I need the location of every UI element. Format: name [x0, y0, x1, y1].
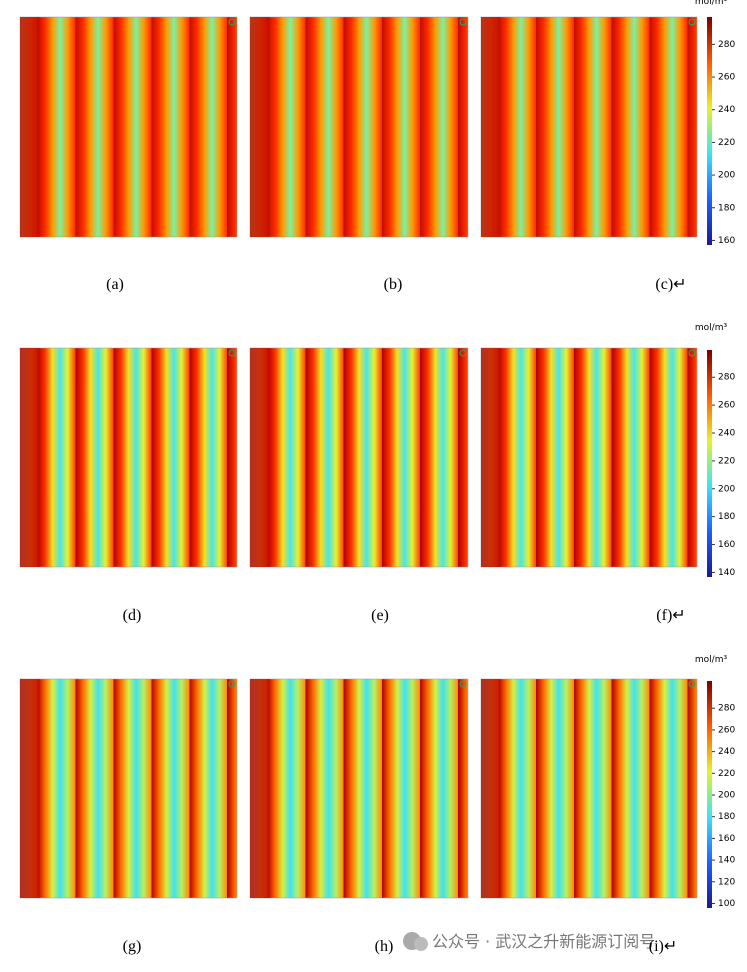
- colorbar-tick-label: 220: [718, 769, 735, 779]
- colorbar-tick-label: 280: [718, 704, 735, 714]
- colorbar-tick-label: 140: [718, 856, 735, 866]
- inlet-band: [250, 17, 270, 237]
- colorbar-tick-label: 160: [718, 236, 735, 246]
- colorbar-tick-label: 260: [718, 401, 735, 411]
- colorbar-tick-label: 240: [718, 747, 735, 757]
- marker: [228, 680, 236, 688]
- inlet-band: [250, 348, 270, 567]
- panel-label: (f)↵: [656, 607, 685, 624]
- marker: [459, 680, 467, 688]
- marker: [688, 680, 696, 688]
- panel-label: (i)↵: [649, 938, 678, 955]
- heatmap: [19, 678, 238, 899]
- watermark-icon: [403, 932, 428, 951]
- colorbar-tick-label: 240: [718, 105, 735, 115]
- marker: [459, 18, 467, 26]
- heatmap: [249, 678, 469, 899]
- colorbar-tick-label: 220: [718, 138, 735, 148]
- heatmap: [249, 16, 469, 238]
- heatmap: [19, 347, 238, 568]
- inlet-band: [250, 679, 270, 898]
- colorbar: [707, 681, 712, 908]
- colorbar-tick-label: 120: [718, 877, 735, 887]
- inlet-band: [481, 679, 501, 898]
- marker: [228, 18, 236, 26]
- colorbar-tick-label: 260: [718, 725, 735, 735]
- inlet-band: [481, 348, 501, 567]
- heatmap: [249, 347, 469, 568]
- panel-label: (g): [123, 938, 142, 955]
- colorbar-tick-label: 160: [718, 540, 735, 550]
- inlet-band: [20, 17, 40, 237]
- marker: [228, 349, 236, 357]
- inlet-band: [20, 679, 40, 898]
- colorbar-tick-label: 280: [718, 40, 735, 50]
- colorbar: [707, 17, 712, 245]
- colorbar-tick-label: 260: [718, 73, 735, 83]
- watermark: 公众号 · 武汉之升新能源订阅号: [432, 932, 655, 951]
- colorbar-tick-label: 180: [718, 203, 735, 213]
- colorbar-unit: mol/m³: [695, 323, 728, 333]
- colorbar-tick-label: 200: [718, 484, 735, 494]
- heatmap: [480, 16, 698, 238]
- colorbar-tick-label: 160: [718, 834, 735, 844]
- marker: [688, 349, 696, 357]
- inlet-band: [481, 17, 501, 237]
- panel-label: (c)↵: [655, 276, 686, 293]
- panel-label: (h): [375, 938, 394, 955]
- colorbar-tick-label: 200: [718, 791, 735, 801]
- colorbar-tick-label: 180: [718, 512, 735, 522]
- colorbar-tick-label: 180: [718, 812, 735, 822]
- colorbar-unit: mol/m³: [695, 655, 728, 665]
- colorbar-tick-label: 200: [718, 171, 735, 181]
- heatmap: [19, 16, 238, 238]
- colorbar-tick-label: 280: [718, 373, 735, 383]
- colorbar-unit: mol/m³: [695, 0, 728, 7]
- panel-label: (a): [106, 276, 124, 293]
- inlet-band: [20, 348, 40, 567]
- heatmap: [480, 347, 698, 568]
- colorbar-tick-label: 220: [718, 456, 735, 466]
- marker: [688, 18, 696, 26]
- panel-label: (e): [371, 607, 389, 624]
- heatmap: [480, 678, 698, 899]
- colorbar-tick-label: 240: [718, 429, 735, 439]
- marker: [459, 349, 467, 357]
- colorbar: [707, 350, 712, 577]
- panel-label: (b): [384, 276, 403, 293]
- colorbar-tick-label: 100: [718, 899, 735, 909]
- colorbar-tick-label: 140: [718, 568, 735, 578]
- panel-label: (d): [123, 607, 142, 624]
